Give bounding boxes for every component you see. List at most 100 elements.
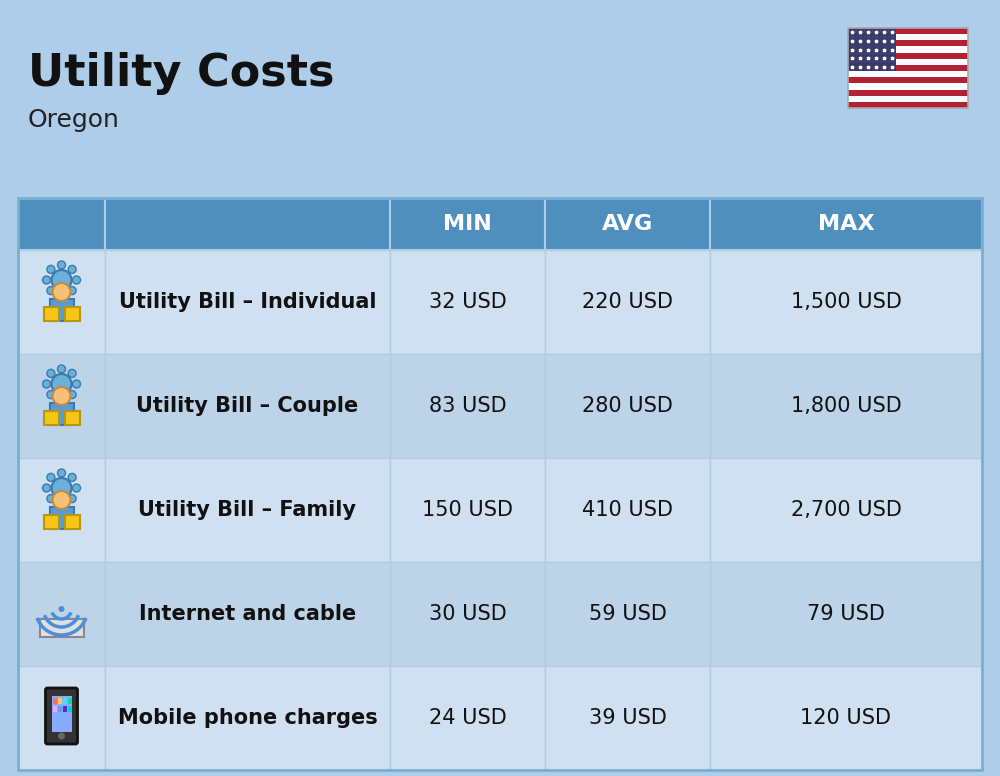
Bar [50,299,74,321]
Circle shape [58,606,64,612]
Bar [390,562,545,666]
Bar [390,666,545,770]
Bar [18,458,105,562]
Bar [44,307,58,321]
Circle shape [58,261,66,269]
Bar [848,102,968,108]
Text: Mobile phone charges: Mobile phone charges [118,708,377,728]
Bar [18,562,105,666]
Text: MAX: MAX [818,214,874,234]
Circle shape [42,380,50,388]
Bar [848,65,968,71]
Circle shape [47,473,55,481]
Circle shape [72,276,80,284]
Bar [44,515,58,529]
Bar [105,458,390,562]
Text: 150 USD: 150 USD [422,500,513,520]
Circle shape [47,265,55,273]
Bar [18,198,105,250]
Bar [848,71,968,78]
Bar [390,250,545,354]
Bar [62,706,66,712]
Bar [62,698,66,704]
Text: MIN: MIN [443,214,492,234]
Bar [710,354,982,458]
Circle shape [58,395,66,403]
Bar [545,198,710,250]
Circle shape [58,469,66,477]
Bar [848,89,968,95]
Circle shape [68,369,76,377]
Bar [44,411,58,425]
Text: 2,700 USD: 2,700 USD [791,500,901,520]
Bar [848,34,968,40]
Text: 120 USD: 120 USD [800,708,892,728]
Bar [710,458,982,562]
Text: 24 USD: 24 USD [429,708,506,728]
Bar [50,507,74,529]
Bar [64,515,80,529]
Bar [50,403,74,425]
Circle shape [42,276,50,284]
Text: 83 USD: 83 USD [429,396,506,416]
Bar [848,78,968,83]
Bar [18,250,105,354]
Bar [64,411,80,425]
Bar [545,250,710,354]
Bar [710,666,982,770]
Text: 32 USD: 32 USD [429,292,506,312]
Text: 1,500 USD: 1,500 USD [791,292,901,312]
Bar [105,562,390,666]
Bar [710,562,982,666]
Circle shape [58,291,66,299]
Circle shape [47,369,55,377]
Text: 410 USD: 410 USD [582,500,673,520]
Bar [848,40,968,47]
Circle shape [58,365,66,373]
Bar [848,83,968,89]
Circle shape [72,380,80,388]
Bar [390,354,545,458]
Text: 59 USD: 59 USD [589,604,666,624]
Bar [52,696,72,732]
Bar [710,250,982,354]
Bar [18,354,105,458]
Bar [68,706,72,712]
Bar [58,698,62,704]
Circle shape [58,499,66,507]
Bar [390,198,545,250]
Circle shape [42,484,50,492]
Bar [52,706,56,712]
Bar [52,698,56,704]
FancyBboxPatch shape [46,688,78,744]
Text: Utility Bill – Family: Utility Bill – Family [138,500,356,520]
Text: 30 USD: 30 USD [429,604,506,624]
Text: Oregon: Oregon [28,108,120,132]
Text: 79 USD: 79 USD [807,604,885,624]
Bar [390,458,545,562]
Circle shape [52,387,70,405]
Circle shape [52,283,70,301]
Text: Utility Bill – Individual: Utility Bill – Individual [119,292,376,312]
Bar [848,53,968,59]
Bar [105,250,390,354]
Bar [18,198,982,770]
Circle shape [72,484,80,492]
Text: Utility Bill – Couple: Utility Bill – Couple [136,396,359,416]
Circle shape [47,390,55,399]
Text: 220 USD: 220 USD [582,292,673,312]
Circle shape [52,270,72,290]
Bar [545,562,710,666]
Bar [58,706,62,712]
Bar [18,666,105,770]
Text: 1,800 USD: 1,800 USD [791,396,901,416]
Circle shape [68,265,76,273]
Circle shape [58,733,65,740]
Bar [848,28,968,34]
Bar [545,354,710,458]
Bar [68,698,72,704]
Bar [848,28,896,71]
Circle shape [68,286,76,295]
Bar [710,198,982,250]
Text: 280 USD: 280 USD [582,396,673,416]
